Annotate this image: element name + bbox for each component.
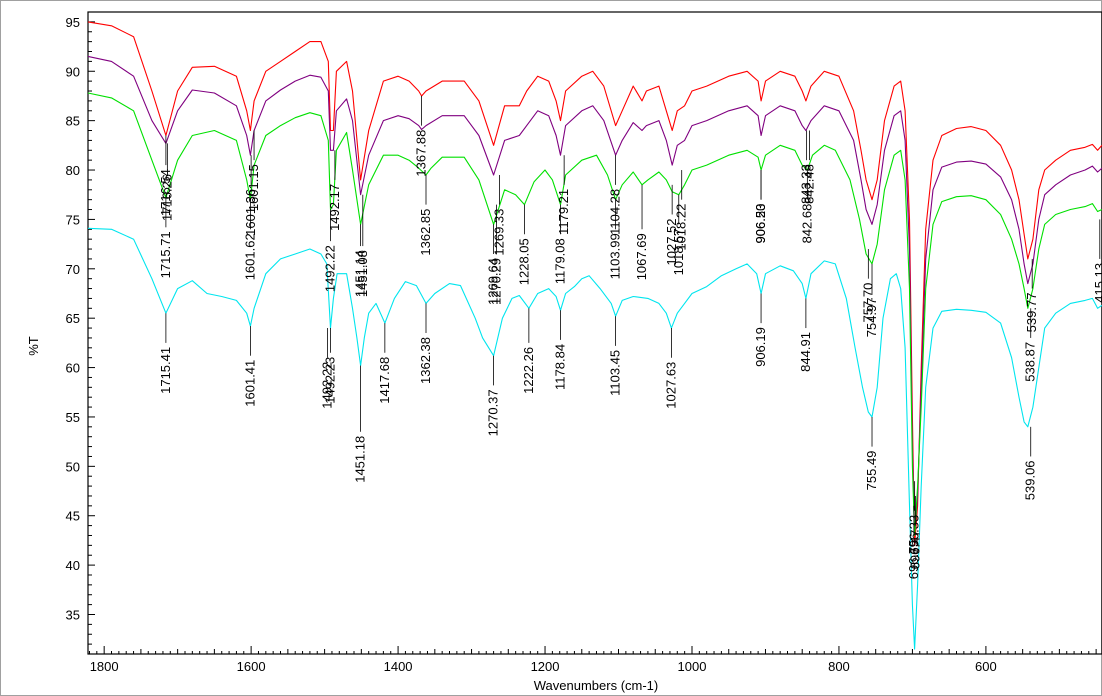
x-tick-label: 600	[975, 659, 997, 674]
peak-label: 1417.68	[377, 357, 392, 404]
y-tick-label: 85	[66, 114, 80, 129]
peak-label: 1601.62	[242, 233, 257, 280]
x-axis-title: Wavenumbers (cm-1)	[534, 678, 658, 693]
peak-label: 1601.36	[243, 189, 258, 236]
peak-label: 1492.23	[322, 357, 337, 404]
peak-label: 1716.54	[158, 169, 173, 216]
peak-label: 1269.64	[486, 258, 501, 305]
peak-label: 1178.84	[552, 344, 567, 390]
peak-label: 1715.71	[158, 231, 173, 278]
y-tick-label: 50	[66, 459, 80, 474]
y-tick-label: 40	[66, 558, 80, 573]
y-tick-label: 60	[66, 361, 80, 376]
peak-label: 1451.14	[353, 250, 368, 297]
peak-label: 1103.99	[608, 233, 623, 279]
peak-label: 1715.41	[158, 347, 173, 394]
peak-label: 1270.37	[486, 389, 501, 436]
y-tick-label: 45	[66, 509, 80, 524]
y-tick-label: 55	[66, 410, 80, 425]
y-axis-title: %T	[26, 336, 41, 356]
peak-label: 696.47	[907, 530, 922, 570]
peak-label: 906.50	[753, 204, 768, 244]
peak-label: 842.68	[799, 204, 814, 244]
peak-label: 1716.26	[159, 174, 174, 221]
peak-label: 1018.22	[674, 204, 689, 251]
peak-label: 696.75	[906, 539, 921, 579]
plot-frame	[87, 11, 1102, 655]
y-tick-label: 80	[66, 163, 80, 178]
peak-label: 415.13	[1092, 263, 1102, 303]
peak-label: 1451.18	[353, 436, 368, 483]
peak-label: 539.77	[1024, 293, 1039, 333]
spectrum-line-1	[87, 21, 1102, 546]
spectrum-line-3	[87, 92, 1102, 537]
y-tick-label: 95	[66, 15, 80, 30]
spectra	[87, 21, 1102, 650]
peak-label: 1067.69	[634, 233, 649, 280]
peak-label: 1222.26	[521, 347, 536, 394]
peak-label: 1269.33	[491, 209, 506, 256]
peak-label: 1179.21	[556, 189, 571, 235]
peak-label: 757.70	[860, 283, 875, 323]
peak-label: 1027.63	[663, 362, 678, 409]
peak-label: 755.49	[864, 451, 879, 491]
peak-label: 1367.88	[414, 130, 429, 177]
y-tick-label: 35	[66, 607, 80, 622]
peak-label: 1492.22	[322, 245, 337, 292]
x-axis: 1800 1600 1400 1200 1000 800 600	[88, 646, 1097, 674]
peak-label: 1228.05	[516, 238, 531, 285]
y-tick-label: 65	[66, 311, 80, 326]
spectrum-line-4	[87, 227, 1102, 650]
peak-label: 906.23	[753, 204, 768, 244]
peak-label: 842.48	[802, 164, 817, 204]
peak-label: 1601.41	[242, 360, 257, 407]
y-tick-label: 70	[66, 262, 80, 277]
peak-label: 1104.28	[608, 189, 623, 235]
y-tick-label: 75	[66, 212, 80, 227]
peak-label: 1492.17	[327, 184, 342, 231]
peak-label: 906.19	[753, 327, 768, 367]
spectrum-line-2	[87, 55, 1102, 537]
x-tick-label: 1000	[678, 659, 707, 674]
peak-label: 1179.08	[552, 238, 567, 284]
y-tick-label: 90	[66, 64, 80, 79]
peak-label: 844.91	[798, 332, 813, 372]
peak-label: 1103.45	[608, 350, 623, 396]
peak-label: 1451.08	[355, 250, 370, 297]
peak-label: 1018.57	[671, 228, 686, 275]
peak-label: 538.87	[1023, 342, 1038, 382]
peak-label: 754.97	[864, 297, 879, 337]
peak-label: 1362.38	[418, 337, 433, 384]
peak-label: 539.06	[1023, 460, 1038, 500]
y-axis: 35 40 45 50 55 60 65 70 75 80 85 90 95	[66, 11, 95, 645]
x-tick-label: 1200	[531, 659, 560, 674]
x-tick-label: 1600	[237, 659, 266, 674]
peak-label: 1601.15	[246, 164, 261, 211]
x-tick-label: 1400	[384, 659, 413, 674]
peak-label: 1362.85	[418, 209, 433, 256]
x-tick-label: 800	[828, 659, 850, 674]
x-tick-label: 1800	[90, 659, 119, 674]
peak-label: 1492.22	[320, 362, 335, 409]
peak-label: 1027.52	[664, 218, 679, 265]
peak-label: 843.33	[799, 164, 814, 204]
peak-label: 1270.29	[489, 258, 504, 305]
